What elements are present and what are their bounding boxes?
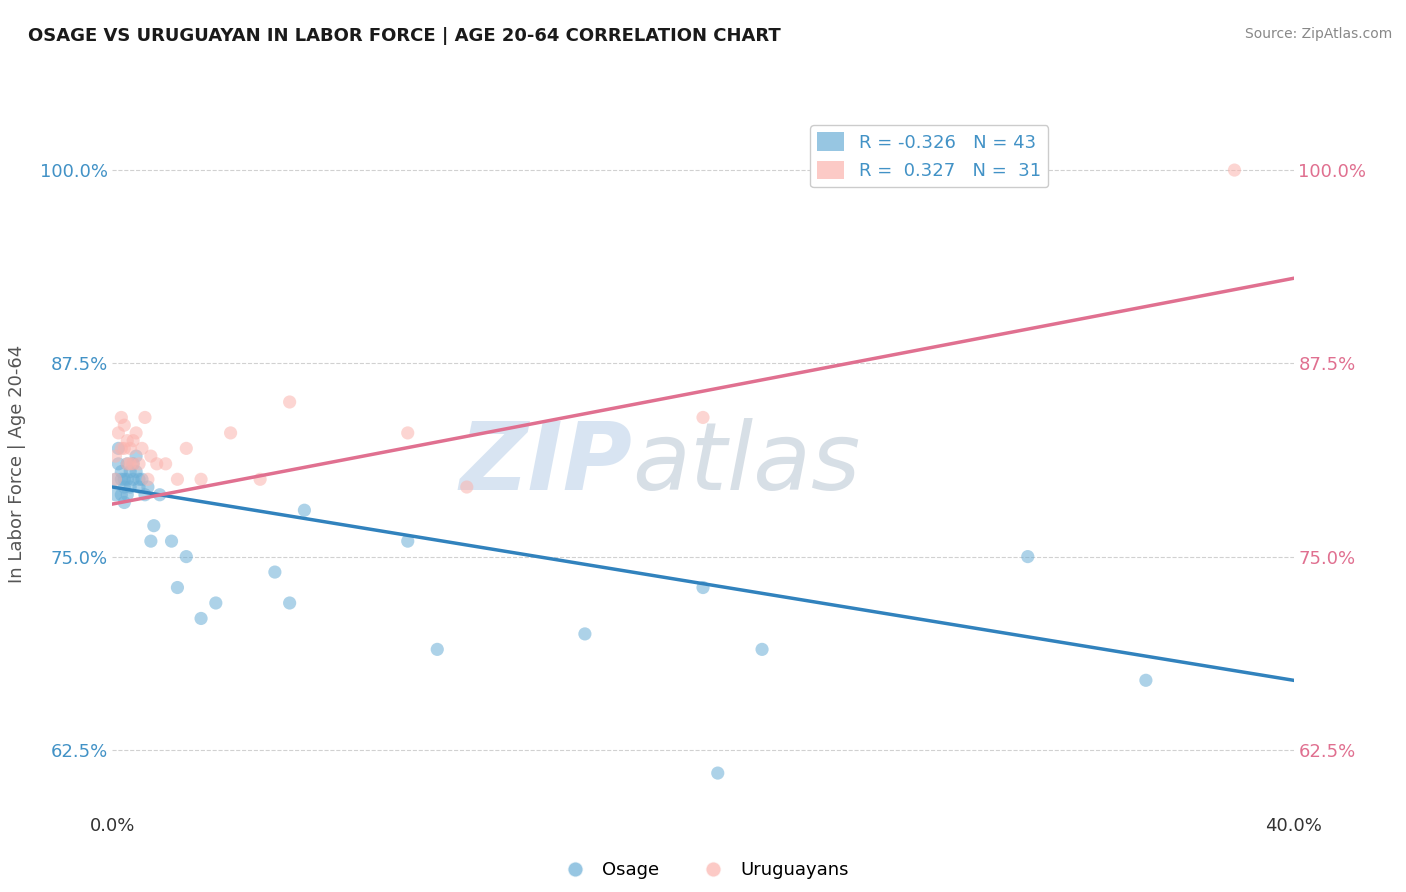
Point — [706, 766, 728, 780]
Point — [692, 581, 714, 595]
Point — [107, 442, 129, 456]
Point — [134, 488, 156, 502]
Point — [190, 611, 212, 625]
Point — [125, 465, 148, 479]
Point — [104, 449, 127, 463]
Point — [264, 565, 287, 579]
Point — [155, 457, 177, 471]
Text: atlas: atlas — [633, 418, 860, 509]
Point — [278, 596, 301, 610]
Point — [166, 472, 188, 486]
Point — [104, 472, 127, 486]
Point — [117, 472, 138, 486]
Point — [117, 434, 138, 448]
Point — [112, 418, 135, 433]
Point — [574, 627, 596, 641]
Point — [1135, 673, 1157, 688]
Point — [292, 503, 315, 517]
Point — [1223, 163, 1246, 178]
Point — [278, 395, 301, 409]
Point — [110, 442, 132, 456]
Point — [396, 425, 419, 440]
Point — [190, 472, 212, 486]
Point — [692, 410, 714, 425]
Point — [117, 488, 138, 502]
Point — [166, 581, 188, 595]
Point — [122, 434, 145, 448]
Point — [142, 518, 165, 533]
Point — [139, 534, 162, 549]
Point — [110, 410, 132, 425]
Point — [249, 472, 271, 486]
Point — [149, 488, 172, 502]
Point — [107, 425, 129, 440]
Point — [751, 642, 773, 657]
Point — [136, 472, 159, 486]
Point — [160, 534, 183, 549]
Point — [205, 596, 228, 610]
Point — [136, 480, 159, 494]
Point — [134, 410, 156, 425]
Point — [110, 488, 132, 502]
Point — [125, 425, 148, 440]
Point — [104, 472, 127, 486]
Point — [112, 442, 135, 456]
Point — [131, 442, 153, 456]
Point — [110, 472, 132, 486]
Point — [128, 480, 150, 494]
Text: ZIP: ZIP — [460, 417, 633, 510]
Point — [117, 457, 138, 471]
Point — [125, 449, 148, 463]
Point — [112, 480, 135, 494]
Point — [128, 472, 150, 486]
Point — [456, 480, 478, 494]
Point — [120, 442, 142, 456]
Point — [174, 549, 197, 564]
Point — [107, 457, 129, 471]
Point — [120, 480, 142, 494]
Point — [122, 472, 145, 486]
Point — [219, 425, 242, 440]
Y-axis label: In Labor Force | Age 20-64: In Labor Force | Age 20-64 — [7, 344, 25, 583]
Point — [396, 534, 419, 549]
Point — [174, 442, 197, 456]
Point — [139, 449, 162, 463]
Point — [117, 457, 138, 471]
Point — [146, 457, 169, 471]
Point — [120, 465, 142, 479]
Point — [1017, 549, 1039, 564]
Point — [426, 642, 449, 657]
Point — [120, 457, 142, 471]
Point — [112, 495, 135, 509]
Point — [112, 472, 135, 486]
Point — [104, 488, 127, 502]
Point — [122, 457, 145, 471]
Text: Source: ZipAtlas.com: Source: ZipAtlas.com — [1244, 27, 1392, 41]
Point — [122, 457, 145, 471]
Point — [110, 465, 132, 479]
Point — [128, 457, 150, 471]
Legend: Osage, Uruguayans: Osage, Uruguayans — [550, 854, 856, 886]
Point — [131, 472, 153, 486]
Text: OSAGE VS URUGUAYAN IN LABOR FORCE | AGE 20-64 CORRELATION CHART: OSAGE VS URUGUAYAN IN LABOR FORCE | AGE … — [28, 27, 780, 45]
